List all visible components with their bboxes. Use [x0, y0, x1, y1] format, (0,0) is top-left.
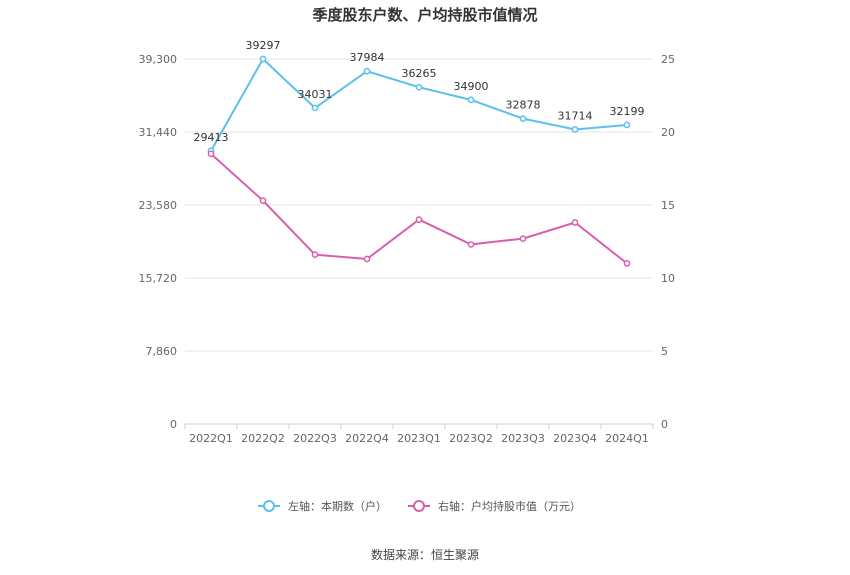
- left-axis-tick-label: 23,580: [139, 199, 178, 212]
- legend-item-1[interactable]: 右轴：户均持股市值（万元）: [408, 499, 581, 513]
- data-point[interactable]: [363, 67, 371, 75]
- left-y-axis: 0 7,860 15,720 23,580 31,440 39,300: [139, 53, 178, 431]
- data-point[interactable]: [415, 83, 423, 91]
- source-note: 数据来源：恒生聚源: [371, 547, 479, 562]
- left-axis-tick-label: 0: [170, 418, 177, 431]
- right-axis-tick-label: 15: [661, 199, 675, 212]
- legend-item-0[interactable]: 左轴：本期数（户）: [258, 499, 387, 513]
- x-axis-tick-label: 2023Q2: [449, 432, 493, 445]
- series-line-1: [210, 153, 628, 265]
- left-axis-tick-label: 39,300: [139, 53, 178, 66]
- data-point[interactable]: [311, 251, 319, 258]
- data-point[interactable]: [467, 241, 475, 248]
- data-point[interactable]: [467, 96, 475, 104]
- legend-marker-icon: [413, 500, 425, 512]
- data-point[interactable]: [623, 121, 631, 129]
- data-label: 36265: [402, 67, 437, 80]
- data-point[interactable]: [519, 115, 527, 122]
- x-axis-tick-label: 2024Q1: [605, 432, 649, 445]
- data-point[interactable]: [207, 150, 215, 158]
- data-label: 37984: [350, 51, 385, 64]
- x-axis-tick-label: 2022Q1: [189, 432, 233, 445]
- data-label: 39297: [246, 39, 281, 52]
- data-point[interactable]: [311, 104, 319, 112]
- series-group: 29413 39297 34031 37984 36265 34900 32878 31714…: [194, 39, 645, 267]
- data-point[interactable]: [259, 197, 267, 204]
- x-axis-tick-label: 2022Q2: [241, 432, 285, 445]
- data-point[interactable]: [363, 255, 371, 263]
- legend-label: 左轴：本期数（户）: [288, 499, 387, 513]
- chart-title: 季度股东户数、户均持股市值情况: [312, 6, 537, 24]
- right-axis-tick-label: 5: [661, 345, 668, 358]
- data-label: 29413: [194, 131, 229, 144]
- x-axis-tick-label: 2023Q3: [501, 432, 545, 445]
- data-point[interactable]: [259, 55, 267, 63]
- right-axis-tick-label: 10: [661, 272, 675, 285]
- data-point[interactable]: [519, 235, 527, 242]
- data-label: 31714: [558, 109, 593, 122]
- data-point[interactable]: [571, 219, 579, 226]
- left-axis-tick-label: 15,720: [139, 272, 178, 285]
- x-axis-tick-label: 2023Q4: [553, 432, 597, 445]
- right-axis-tick-label: 20: [661, 126, 675, 139]
- data-label: 32199: [610, 105, 645, 118]
- data-label: 34900: [454, 80, 489, 93]
- data-label: 32878: [506, 99, 541, 112]
- data-point[interactable]: [415, 216, 423, 223]
- left-axis-tick-label: 7,860: [146, 345, 178, 358]
- left-axis-tick-label: 31,440: [139, 126, 178, 139]
- legend[interactable]: 左轴：本期数（户） 右轴：户均持股市值（万元）: [258, 499, 581, 513]
- x-axis-tick-label: 2022Q4: [345, 432, 389, 445]
- legend-label: 右轴：户均持股市值（万元）: [438, 499, 581, 513]
- data-label: 34031: [298, 88, 333, 101]
- x-axis: 2022Q1 2022Q2 2022Q3 2022Q4 2023Q1 2023Q2 2023…: [184, 424, 654, 445]
- right-axis-tick-label: 25: [661, 53, 675, 66]
- x-axis-tick-label: 2023Q1: [397, 432, 441, 445]
- right-axis-tick-label: 0: [661, 418, 668, 431]
- x-axis-tick-label: 2022Q3: [293, 432, 337, 445]
- right-y-axis: 0 5 10 15 20 25: [661, 53, 675, 431]
- legend-marker-icon: [263, 500, 275, 512]
- data-point[interactable]: [623, 260, 631, 267]
- data-point[interactable]: [571, 126, 579, 133]
